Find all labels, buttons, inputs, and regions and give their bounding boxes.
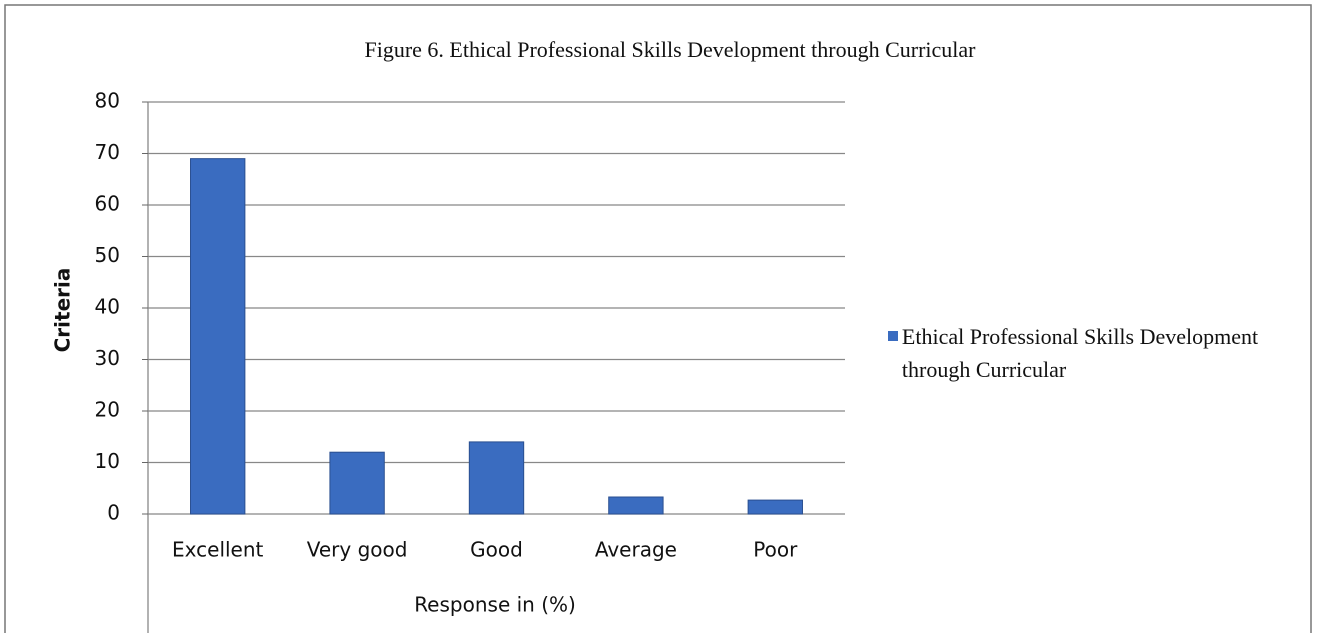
bar bbox=[190, 158, 246, 515]
bar bbox=[608, 496, 664, 515]
y-tick-label: 60 bbox=[95, 192, 120, 216]
x-tick-label: Poor bbox=[753, 538, 798, 562]
x-tick-label: Excellent bbox=[172, 538, 264, 562]
chart-frame bbox=[4, 4, 1312, 633]
y-tick-label: 40 bbox=[95, 295, 120, 319]
legend-swatch bbox=[888, 331, 898, 341]
bar bbox=[468, 441, 525, 515]
y-tick-label: 70 bbox=[95, 140, 120, 164]
y-tick-label: 20 bbox=[95, 398, 120, 422]
chart-title: Figure 6. Ethical Professional Skills De… bbox=[364, 37, 976, 62]
y-tick-label: 50 bbox=[95, 243, 120, 267]
legend-item: Ethical Professional Skills Development … bbox=[888, 320, 1298, 386]
y-tick-label: 0 bbox=[107, 501, 120, 525]
y-tick-label: 30 bbox=[95, 346, 120, 370]
y-axis-title: Criteria bbox=[51, 268, 75, 353]
y-tick-label: 80 bbox=[95, 89, 120, 113]
x-tick-label: Good bbox=[470, 538, 523, 562]
y-tick-label: 10 bbox=[95, 449, 120, 473]
x-tick-label: Very good bbox=[307, 538, 408, 562]
bar bbox=[747, 499, 803, 515]
x-axis-title: Response in (%) bbox=[414, 593, 576, 617]
x-tick-label: Average bbox=[595, 538, 677, 562]
legend: Ethical Professional Skills Development … bbox=[888, 320, 1298, 386]
legend-label: Ethical Professional Skills Development … bbox=[901, 324, 1259, 382]
bar bbox=[329, 451, 385, 515]
